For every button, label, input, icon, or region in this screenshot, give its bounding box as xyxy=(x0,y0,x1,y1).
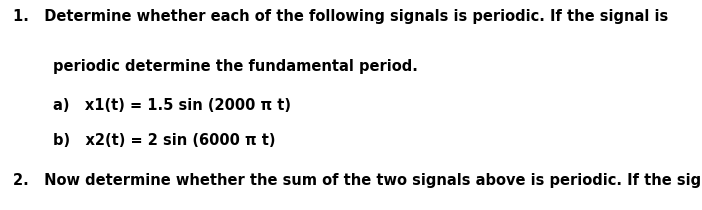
Text: b)   x2(t) = 2 sin (6000 π t): b) x2(t) = 2 sin (6000 π t) xyxy=(53,133,275,148)
Text: 2.   Now determine whether the sum of the two signals above is periodic. If the : 2. Now determine whether the sum of the … xyxy=(13,173,702,188)
Text: 1.   Determine whether each of the following signals is periodic. If the signal : 1. Determine whether each of the followi… xyxy=(13,9,668,24)
Text: a)   x1(t) = 1.5 sin (2000 π t): a) x1(t) = 1.5 sin (2000 π t) xyxy=(53,98,291,113)
Text: periodic determine the fundamental period.: periodic determine the fundamental perio… xyxy=(53,59,418,74)
